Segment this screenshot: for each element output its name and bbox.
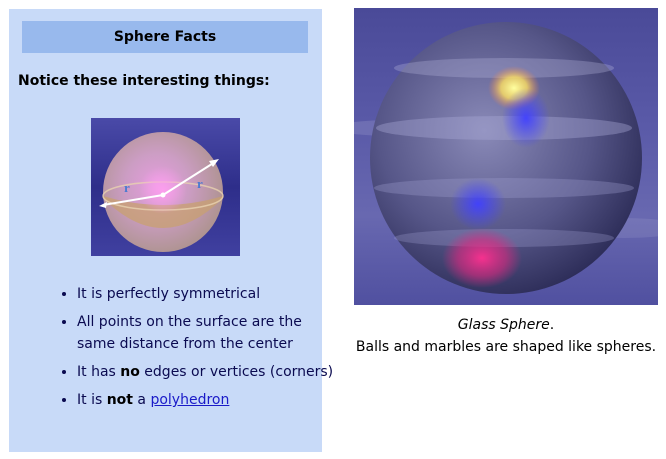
caption-title: Glass Sphere <box>457 317 550 333</box>
photo-caption: Glass Sphere. Balls and marbles are shap… <box>346 314 666 358</box>
facts-title: Sphere Facts <box>22 21 308 53</box>
radius-label-left: r <box>124 180 130 195</box>
sphere-facts-panel: Sphere Facts Notice these interesting th… <box>9 9 333 452</box>
list-item: It is not a polyhedron <box>77 389 339 411</box>
list-item: All points on the surface are the same d… <box>77 311 339 355</box>
list-item: It has no edges or vertices (corners) <box>77 361 339 383</box>
facts-intro: Notice these interesting things: <box>18 73 270 89</box>
caption-text: Balls and marbles are shaped like sphere… <box>355 339 657 355</box>
fact-list: It is perfectly symmetrical All points o… <box>59 283 339 417</box>
glass-sphere-image <box>354 8 658 305</box>
list-item: It is perfectly symmetrical <box>77 283 339 305</box>
sphere-radius-diagram: r r <box>91 118 240 256</box>
caption-title-line: Glass Sphere. <box>457 317 555 333</box>
polyhedron-link[interactable]: polyhedron <box>150 392 230 408</box>
radius-label-right: r <box>197 176 203 191</box>
